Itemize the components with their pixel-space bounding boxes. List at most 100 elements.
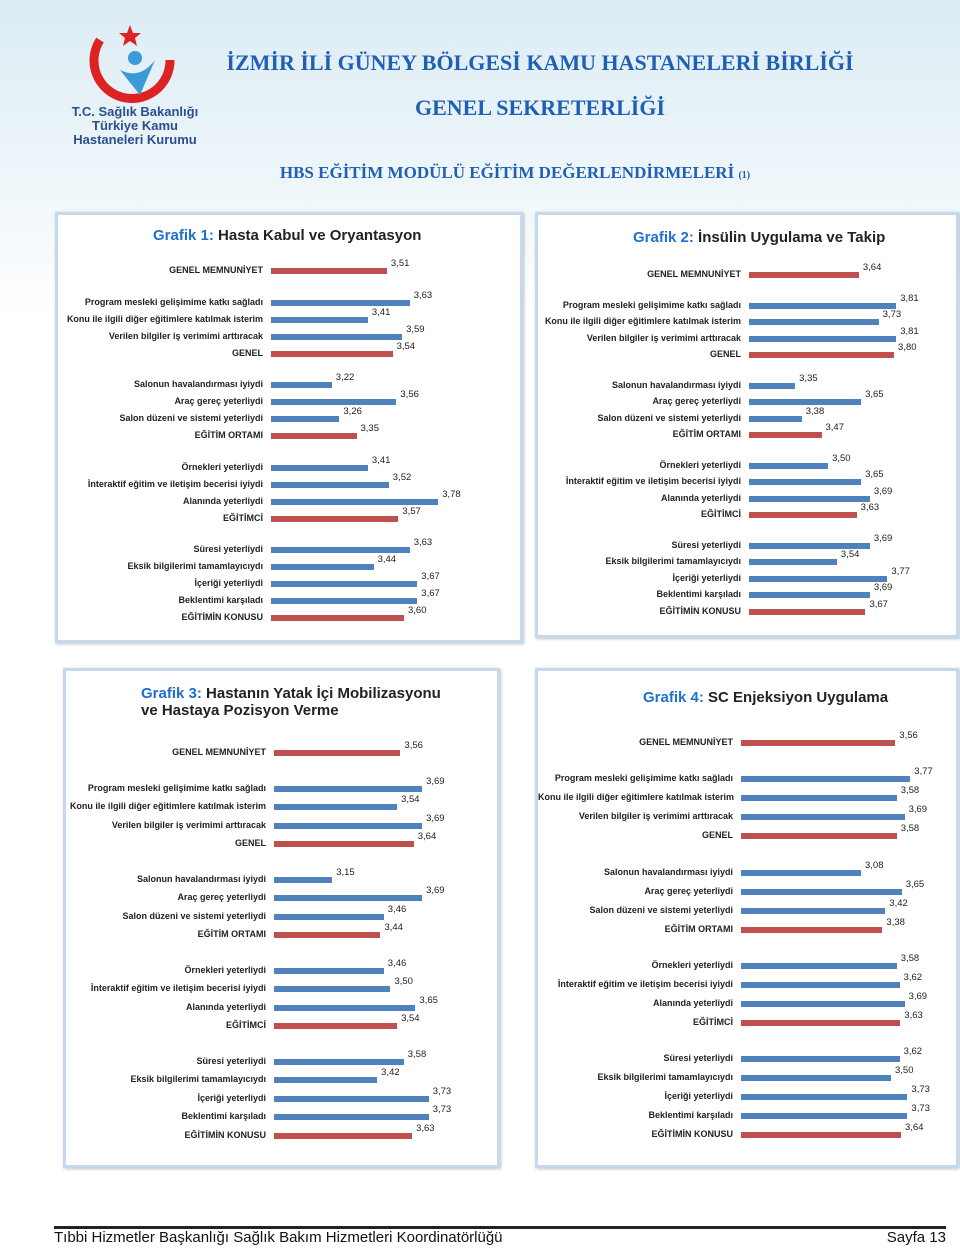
category-label: GENEL MEMNUNİYET [172, 747, 266, 757]
category-label: Alanında yeterliydi [652, 997, 733, 1008]
value-label: 3,38 [886, 916, 905, 928]
value-label: 3,56 [400, 389, 419, 400]
bar [741, 962, 897, 969]
bar [271, 416, 340, 422]
bar [271, 399, 397, 405]
bar [749, 352, 895, 358]
value-label: 3,46 [387, 957, 407, 969]
value-label: 3,81 [900, 292, 919, 304]
bar [741, 981, 900, 988]
bar [749, 575, 888, 582]
logo-line: Hastaneleri Kurumu [73, 132, 197, 147]
category-label: Salon düzeni ve sistemi yeterliydi [597, 412, 741, 423]
value-label: 3,63 [413, 537, 433, 548]
category-label: Verilen bilgiler iş verimimi arttıracak [108, 330, 263, 341]
bar [274, 1004, 416, 1011]
bar [274, 913, 384, 920]
value-label: 3,56 [404, 740, 423, 751]
value-label: 3,59 [406, 323, 425, 335]
value-label: 3,65 [905, 878, 925, 890]
category-label: EĞİTİMCİ [226, 1020, 266, 1030]
chart-title: Grafik 2: İnsülin Uygulama ve Takip [633, 229, 933, 246]
category-label: Program mesleki gelişimime katkı sağladı [87, 782, 266, 793]
category-label: Araç gereç yeterliydi [174, 396, 263, 406]
value-label: 3,51 [390, 258, 410, 269]
value-label: 3,42 [381, 1067, 400, 1078]
chart-title-prefix: Grafik 1: [153, 227, 214, 244]
bar [741, 833, 897, 840]
value-label: 3,58 [407, 1048, 427, 1060]
category-label: Salon düzeni ve sistemi yeterliydi [589, 904, 733, 915]
bar [271, 481, 389, 488]
value-label: 3,44 [384, 922, 403, 933]
chart-title-text: Hasta Kabul ve Oryantasyon [218, 227, 422, 244]
bar [749, 608, 866, 615]
chart-title: Grafik 3: Hastanın Yatak İçi Mobilizasyo… [141, 685, 441, 719]
bar [271, 598, 418, 604]
chart-title-text: İnsülin Uygulama ve Takip [698, 229, 886, 246]
category-label: Verilen bilgiler iş verimimi arttıracak [578, 811, 733, 822]
chart: Grafik 2: İnsülin Uygulama ve Takip GENEL… [535, 212, 959, 638]
category-label: Konu ile ilgili diğer eğitimlere katılma… [544, 316, 741, 326]
chart-title-prefix: Grafik 4: [643, 689, 704, 706]
bar [271, 498, 439, 505]
bar [274, 1114, 429, 1120]
category-label: İçeriği yeterliydi [197, 1092, 266, 1103]
category-label: GENEL [709, 349, 741, 359]
category-label: Örnekleri yeterliydi [184, 964, 266, 975]
bar [271, 268, 387, 274]
chart-title: Grafik 4: SC Enjeksiyon Uygulama [643, 689, 943, 706]
category-label: Araç gereç yeterliydi [644, 885, 733, 896]
value-label: 3,63 [413, 289, 433, 301]
bar [274, 876, 333, 883]
category-label: Verilen bilgiler iş verimimi arttıracak [586, 332, 741, 343]
category-label: Örnekleri yeterliydi [181, 461, 263, 472]
value-label: 3,63 [860, 502, 880, 513]
bar [749, 382, 796, 389]
category-label: EĞİTİM ORTAMI [664, 923, 733, 934]
category-label: Alanında yeterliydi [182, 495, 263, 506]
bar [741, 740, 896, 746]
bar [749, 495, 870, 502]
bar [749, 432, 822, 438]
category-label: GENEL [701, 830, 733, 841]
bar [741, 1094, 908, 1100]
bar [749, 415, 802, 422]
bar [274, 1077, 378, 1083]
value-label: 3,38 [805, 405, 825, 417]
category-label: Beklentimi karşıladı [178, 595, 263, 605]
value-label: 3,58 [900, 823, 920, 835]
value-label: 3,54 [401, 1013, 420, 1024]
value-label: 3,52 [392, 471, 412, 483]
value-label: 3,50 [895, 1065, 914, 1076]
value-label: 3,65 [865, 389, 884, 400]
bar [274, 750, 401, 756]
value-label: 3,73 [882, 309, 902, 320]
bar [749, 335, 897, 342]
category-label: Beklentimi karşıladı [656, 589, 741, 599]
value-label: 3,64 [862, 262, 882, 273]
bar [274, 895, 423, 901]
value-label: 3,67 [421, 588, 440, 599]
bar [274, 1095, 429, 1102]
bar [271, 547, 410, 553]
category-label: Süresi yeterliydi [671, 539, 741, 550]
value-label: 3,69 [426, 885, 445, 896]
category-label: Salon düzeni ve sistemi yeterliydi [119, 413, 263, 423]
footer: Tıbbi Hizmetler Başkanlığı Sağlık Bakım … [54, 1226, 946, 1246]
page-subtitle: GENEL SEKRETERLİĞİ [414, 95, 666, 120]
value-label: 3,65 [865, 469, 884, 480]
category-label: Salonun havalandırması iyiydi [136, 873, 266, 884]
category-label: Salonun havalandırması iyiydi [603, 866, 733, 877]
bar [749, 399, 862, 405]
bar [741, 795, 897, 802]
category-label: EĞİTİMCİ [693, 1016, 733, 1027]
category-label: EĞİTİM ORTAMI [672, 429, 741, 439]
value-label: 3,62 [903, 971, 923, 983]
value-label: 3,64 [905, 1122, 924, 1133]
bar [271, 581, 418, 587]
category-label: EĞİTİMCİ [701, 509, 741, 519]
bar [741, 907, 886, 914]
category-label: Örnekleri yeterliydi [659, 459, 741, 470]
category-label: EĞİTİMİN KONUSU [184, 1129, 266, 1140]
